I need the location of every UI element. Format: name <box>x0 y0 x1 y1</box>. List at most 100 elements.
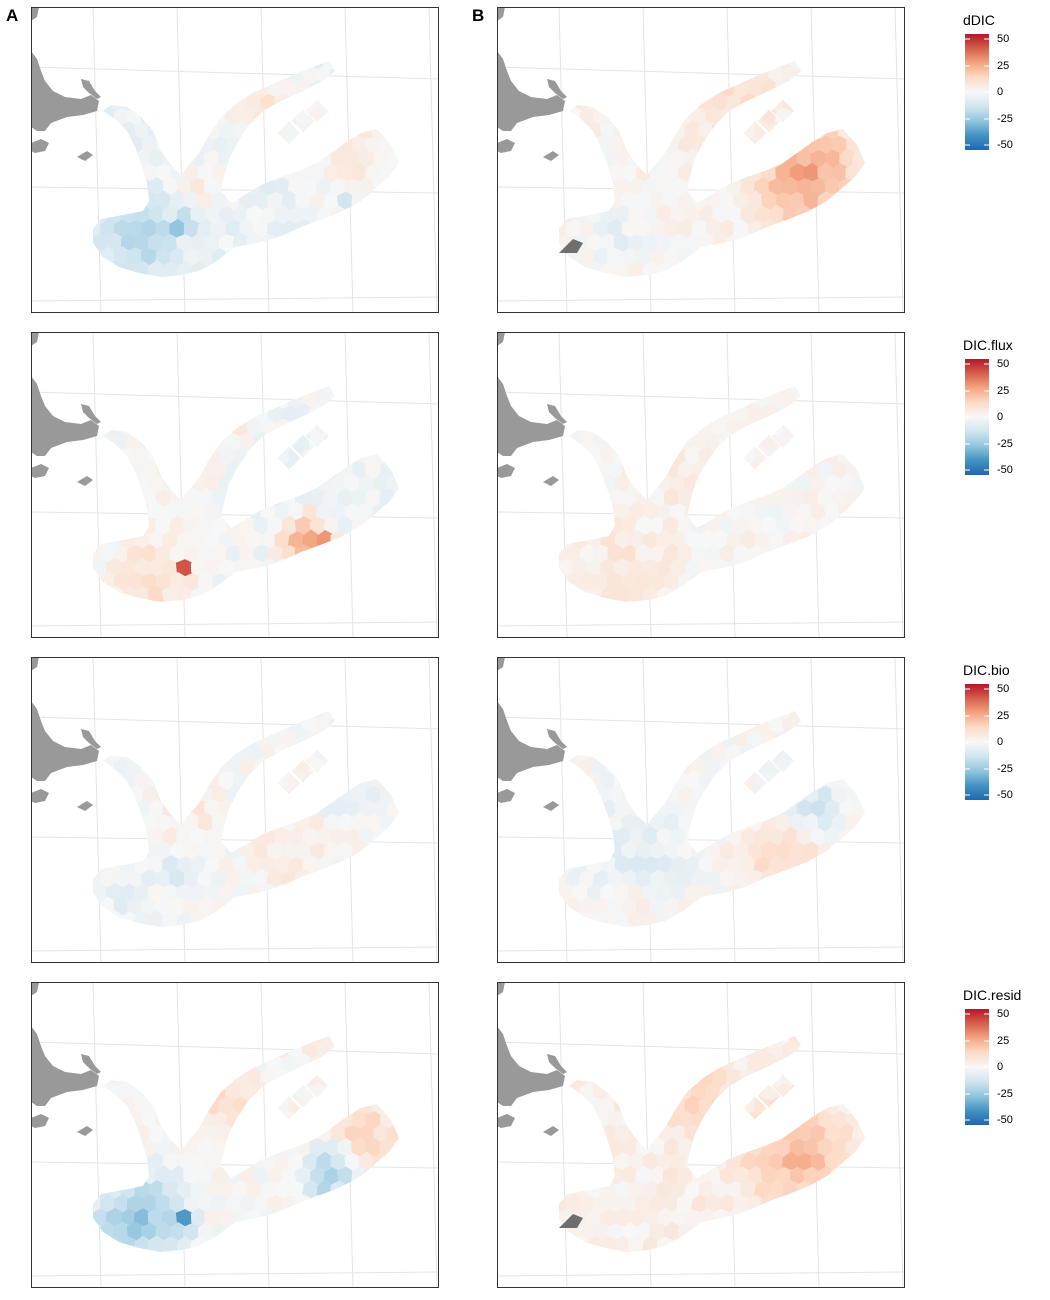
map-frame <box>497 657 905 963</box>
graticule-parallel <box>497 296 905 302</box>
island <box>543 151 559 161</box>
graticule-meridian <box>428 332 438 638</box>
cape-cod <box>547 79 567 99</box>
massachusetts-coast <box>497 657 565 781</box>
legend-tick-minus-25: -25 <box>997 438 1013 450</box>
graticule-meridian <box>558 657 568 963</box>
legend-tick-minus-50: -50 <box>997 139 1013 151</box>
graticule-meridian <box>428 982 438 1288</box>
legend-tick-0: 0 <box>997 736 1004 748</box>
graticule <box>497 982 905 1288</box>
map-svg-bio-b <box>497 657 905 963</box>
map-svg-flux-a <box>31 332 439 638</box>
cape-cod <box>81 729 101 749</box>
map-svg-ddic-a <box>31 7 439 313</box>
graticule-meridian <box>726 982 736 1288</box>
map-svg-resid-a <box>31 982 439 1288</box>
map-svg-ddic-b <box>497 7 905 313</box>
map-frame <box>497 982 905 1288</box>
graticule-meridian <box>726 332 736 638</box>
map-panel-bio-b <box>497 657 905 963</box>
island <box>543 476 559 486</box>
map-frame <box>31 7 439 313</box>
masked-cell <box>559 239 583 253</box>
map-frame <box>31 657 439 963</box>
legend-ddic: dDIC 50 25 0 -25 -50 <box>963 12 1050 172</box>
graticule-meridian <box>92 7 102 313</box>
legend-tick-0: 0 <box>997 86 1004 98</box>
graticule-parallel <box>31 391 439 405</box>
massachusetts-coast <box>497 332 565 456</box>
graticule-meridian <box>894 657 904 963</box>
island <box>77 801 93 811</box>
graticule-parallel <box>497 66 905 80</box>
island <box>77 1126 93 1136</box>
legend-tick-0: 0 <box>997 1061 1004 1073</box>
graticule-parallel <box>497 1271 905 1277</box>
cape-cod <box>81 404 101 424</box>
legend-colorbar-bio <box>965 684 989 800</box>
island <box>77 151 93 161</box>
map-panel-bio-a <box>31 657 439 963</box>
land-mass <box>497 7 567 161</box>
graticule-parallel <box>497 391 905 405</box>
legend-tick-25: 25 <box>997 385 1010 397</box>
island <box>497 789 515 803</box>
legend-tick-50: 50 <box>997 1008 1010 1020</box>
graticule <box>31 657 439 963</box>
cape-cod <box>547 404 567 424</box>
island <box>31 464 49 478</box>
island <box>543 801 559 811</box>
masked-cell <box>559 1214 583 1228</box>
massachusetts-coast <box>31 7 99 131</box>
cape-cod <box>81 79 101 99</box>
graticule-meridian <box>894 7 904 313</box>
massachusetts-coast <box>31 332 99 456</box>
panel-label-a: A <box>6 6 19 25</box>
map-panel-flux-b <box>497 332 905 638</box>
legend-flux: DIC.flux 50 25 0 -25 -50 <box>963 337 1050 497</box>
land-mass <box>31 657 101 811</box>
island <box>31 139 49 153</box>
legend-tick-minus-25: -25 <box>997 763 1013 775</box>
island <box>497 139 515 153</box>
legend-bio: DIC.bio 50 25 0 -25 -50 <box>963 662 1050 822</box>
legend-colorbar-resid <box>965 1009 989 1125</box>
map-frame <box>31 332 439 638</box>
panel-label-b: B <box>472 6 485 25</box>
graticule-parallel <box>31 1271 439 1277</box>
map-panel-ddic-b <box>497 7 905 313</box>
map-panel-flux-a <box>31 332 439 638</box>
map-svg-flux-b <box>497 332 905 638</box>
map-panel-ddic-a <box>31 7 439 313</box>
graticule-parallel <box>31 621 439 627</box>
graticule-parallel <box>497 1041 905 1055</box>
legend-tick-0: 0 <box>997 411 1004 423</box>
map-panel-resid-a <box>31 982 439 1288</box>
graticule-parallel <box>31 946 439 952</box>
land-mass <box>31 7 101 161</box>
land-mass <box>31 982 101 1136</box>
map-panel-resid-b <box>497 982 905 1288</box>
graticule-meridian <box>558 7 568 313</box>
map-frame <box>497 7 905 313</box>
legend-tick-minus-50: -50 <box>997 1114 1013 1126</box>
cape-cod <box>547 729 567 749</box>
legend-title-ddic: dDIC <box>963 12 995 28</box>
graticule-parallel <box>31 716 439 730</box>
graticule-meridian <box>260 332 270 638</box>
graticule-meridian <box>894 332 904 638</box>
graticule-meridian <box>726 657 736 963</box>
legend-tick-50: 50 <box>997 33 1010 45</box>
graticule-meridian <box>894 982 904 1288</box>
graticule-meridian <box>428 657 438 963</box>
massachusetts-coast <box>31 657 99 781</box>
legend-colorbar-flux <box>965 359 989 475</box>
island <box>31 789 49 803</box>
island <box>31 1114 49 1128</box>
legend-title-flux: DIC.flux <box>963 337 1013 353</box>
cape-cod <box>81 1054 101 1074</box>
map-frame <box>497 332 905 638</box>
land-mass <box>497 332 567 486</box>
map-svg-bio-a <box>31 657 439 963</box>
